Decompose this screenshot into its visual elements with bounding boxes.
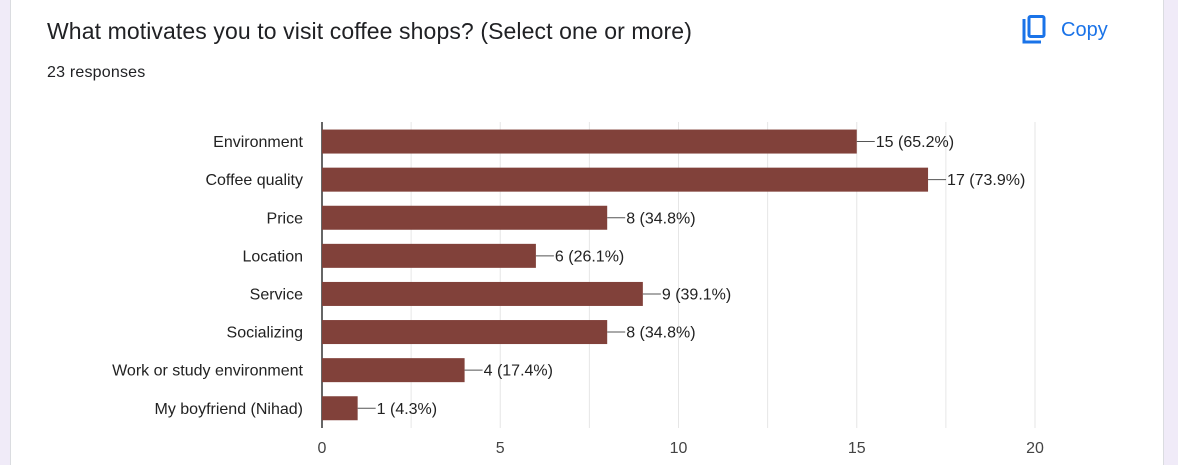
copy-button[interactable]: Copy: [1021, 12, 1108, 48]
category-label: Service: [250, 286, 303, 303]
x-tick-label: 20: [1026, 440, 1044, 457]
x-tick-label: 15: [848, 440, 866, 457]
bar: [322, 243, 536, 268]
question-card: What motivates you to visit coffee shops…: [10, 0, 1164, 465]
bar: [322, 129, 857, 154]
bar: [322, 281, 643, 306]
chart-labels: 0 5 10 15 20 Environment 15 (65.2%) Coffee qual…: [112, 134, 1044, 457]
bar: [322, 396, 358, 421]
question-title: What motivates you to visit coffee shops…: [47, 18, 692, 44]
copy-label: Copy: [1061, 18, 1108, 41]
bar: [322, 320, 608, 345]
category-label: Location: [243, 248, 304, 265]
chart-bars: [322, 129, 929, 421]
data-label: 8 (34.8%): [626, 210, 695, 227]
response-count: 23 responses: [47, 64, 146, 81]
bar: [322, 167, 929, 192]
data-label: 9 (39.1%): [662, 286, 731, 303]
x-tick-label: 0: [318, 440, 327, 457]
data-label: 8 (34.8%): [626, 325, 695, 342]
data-label: 4 (17.4%): [484, 363, 553, 380]
data-label: 17 (73.9%): [947, 172, 1025, 189]
copy-icon: [1021, 15, 1047, 45]
category-label: My boyfriend (Nihad): [155, 401, 304, 418]
data-label: 15 (65.2%): [876, 134, 954, 151]
category-label: Environment: [213, 134, 303, 151]
category-label: Coffee quality: [205, 172, 303, 189]
data-label: 6 (26.1%): [555, 248, 624, 265]
category-label: Work or study environment: [112, 363, 303, 380]
bar: [322, 205, 608, 230]
category-label: Socializing: [227, 325, 303, 342]
x-tick-label: 10: [670, 440, 688, 457]
category-label: Price: [267, 210, 304, 227]
bar: [322, 358, 465, 383]
data-label: 1 (4.3%): [377, 401, 437, 418]
x-tick-label: 5: [496, 440, 505, 457]
